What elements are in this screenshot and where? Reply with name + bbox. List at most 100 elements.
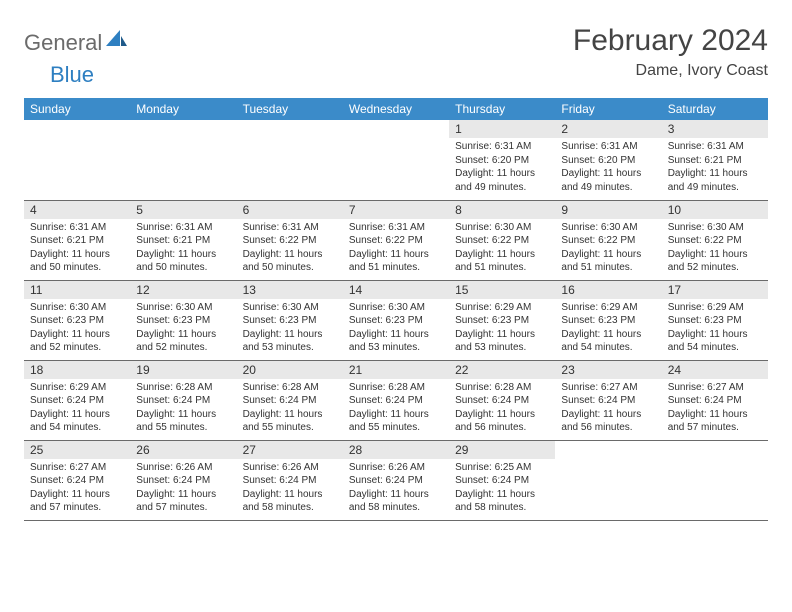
day-details: Sunrise: 6:30 AMSunset: 6:23 PMDaylight:…: [24, 299, 130, 359]
logo-text-blue: Blue: [50, 62, 94, 88]
calendar-day-cell: 29Sunrise: 6:25 AMSunset: 6:24 PMDayligh…: [449, 440, 555, 520]
day-number: 16: [555, 281, 661, 299]
calendar-day-cell: 8Sunrise: 6:30 AMSunset: 6:22 PMDaylight…: [449, 200, 555, 280]
calendar-week-row: 1Sunrise: 6:31 AMSunset: 6:20 PMDaylight…: [24, 120, 768, 200]
day-header-row: Sunday Monday Tuesday Wednesday Thursday…: [24, 98, 768, 120]
day-details: Sunrise: 6:31 AMSunset: 6:21 PMDaylight:…: [662, 138, 768, 198]
day-details: Sunrise: 6:30 AMSunset: 6:23 PMDaylight:…: [130, 299, 236, 359]
calendar-day-cell: 25Sunrise: 6:27 AMSunset: 6:24 PMDayligh…: [24, 440, 130, 520]
calendar-day-cell: 21Sunrise: 6:28 AMSunset: 6:24 PMDayligh…: [343, 360, 449, 440]
day-number: 18: [24, 361, 130, 379]
calendar-table: Sunday Monday Tuesday Wednesday Thursday…: [24, 98, 768, 521]
calendar-day-cell: 10Sunrise: 6:30 AMSunset: 6:22 PMDayligh…: [662, 200, 768, 280]
day-number: 9: [555, 201, 661, 219]
calendar-day-cell: 4Sunrise: 6:31 AMSunset: 6:21 PMDaylight…: [24, 200, 130, 280]
calendar-day-cell: [237, 120, 343, 200]
day-details: Sunrise: 6:27 AMSunset: 6:24 PMDaylight:…: [662, 379, 768, 439]
day-number: 13: [237, 281, 343, 299]
calendar-day-cell: 5Sunrise: 6:31 AMSunset: 6:21 PMDaylight…: [130, 200, 236, 280]
day-header: Saturday: [662, 98, 768, 120]
day-details: Sunrise: 6:28 AMSunset: 6:24 PMDaylight:…: [449, 379, 555, 439]
calendar-day-cell: 23Sunrise: 6:27 AMSunset: 6:24 PMDayligh…: [555, 360, 661, 440]
calendar-week-row: 11Sunrise: 6:30 AMSunset: 6:23 PMDayligh…: [24, 280, 768, 360]
calendar-day-cell: 15Sunrise: 6:29 AMSunset: 6:23 PMDayligh…: [449, 280, 555, 360]
day-number: 27: [237, 441, 343, 459]
calendar-day-cell: 2Sunrise: 6:31 AMSunset: 6:20 PMDaylight…: [555, 120, 661, 200]
day-number: 24: [662, 361, 768, 379]
calendar-day-cell: [662, 440, 768, 520]
day-number: 8: [449, 201, 555, 219]
calendar-day-cell: 17Sunrise: 6:29 AMSunset: 6:23 PMDayligh…: [662, 280, 768, 360]
calendar-day-cell: 24Sunrise: 6:27 AMSunset: 6:24 PMDayligh…: [662, 360, 768, 440]
day-details: Sunrise: 6:27 AMSunset: 6:24 PMDaylight:…: [24, 459, 130, 519]
day-details: Sunrise: 6:31 AMSunset: 6:21 PMDaylight:…: [24, 219, 130, 279]
day-details: Sunrise: 6:28 AMSunset: 6:24 PMDaylight:…: [130, 379, 236, 439]
calendar-day-cell: 6Sunrise: 6:31 AMSunset: 6:22 PMDaylight…: [237, 200, 343, 280]
calendar-day-cell: [24, 120, 130, 200]
day-number: 15: [449, 281, 555, 299]
day-details: Sunrise: 6:26 AMSunset: 6:24 PMDaylight:…: [343, 459, 449, 519]
calendar-day-cell: 27Sunrise: 6:26 AMSunset: 6:24 PMDayligh…: [237, 440, 343, 520]
title-block: February 2024 Dame, Ivory Coast: [573, 24, 768, 80]
day-number: 28: [343, 441, 449, 459]
day-details: Sunrise: 6:29 AMSunset: 6:24 PMDaylight:…: [24, 379, 130, 439]
day-details: Sunrise: 6:27 AMSunset: 6:24 PMDaylight:…: [555, 379, 661, 439]
location: Dame, Ivory Coast: [573, 62, 768, 80]
logo-text-general: General: [24, 30, 102, 56]
calendar-day-cell: 7Sunrise: 6:31 AMSunset: 6:22 PMDaylight…: [343, 200, 449, 280]
day-header: Wednesday: [343, 98, 449, 120]
month-title: February 2024: [573, 24, 768, 58]
day-details: Sunrise: 6:26 AMSunset: 6:24 PMDaylight:…: [130, 459, 236, 519]
day-number: 11: [24, 281, 130, 299]
day-number: 5: [130, 201, 236, 219]
day-number: 3: [662, 120, 768, 138]
day-details: Sunrise: 6:30 AMSunset: 6:22 PMDaylight:…: [555, 219, 661, 279]
calendar-day-cell: 14Sunrise: 6:30 AMSunset: 6:23 PMDayligh…: [343, 280, 449, 360]
calendar-week-row: 4Sunrise: 6:31 AMSunset: 6:21 PMDaylight…: [24, 200, 768, 280]
day-number: 14: [343, 281, 449, 299]
day-number: 12: [130, 281, 236, 299]
day-header: Sunday: [24, 98, 130, 120]
calendar-day-cell: 28Sunrise: 6:26 AMSunset: 6:24 PMDayligh…: [343, 440, 449, 520]
day-number: 10: [662, 201, 768, 219]
day-number: 2: [555, 120, 661, 138]
calendar-day-cell: 26Sunrise: 6:26 AMSunset: 6:24 PMDayligh…: [130, 440, 236, 520]
day-number: 29: [449, 441, 555, 459]
day-details: Sunrise: 6:30 AMSunset: 6:23 PMDaylight:…: [237, 299, 343, 359]
day-number: 19: [130, 361, 236, 379]
day-header: Monday: [130, 98, 236, 120]
calendar-day-cell: [130, 120, 236, 200]
day-details: Sunrise: 6:28 AMSunset: 6:24 PMDaylight:…: [237, 379, 343, 439]
calendar-day-cell: 1Sunrise: 6:31 AMSunset: 6:20 PMDaylight…: [449, 120, 555, 200]
day-details: Sunrise: 6:31 AMSunset: 6:20 PMDaylight:…: [555, 138, 661, 198]
calendar-day-cell: 9Sunrise: 6:30 AMSunset: 6:22 PMDaylight…: [555, 200, 661, 280]
calendar-week-row: 18Sunrise: 6:29 AMSunset: 6:24 PMDayligh…: [24, 360, 768, 440]
calendar-day-cell: 19Sunrise: 6:28 AMSunset: 6:24 PMDayligh…: [130, 360, 236, 440]
logo: General: [24, 30, 130, 56]
calendar-day-cell: 22Sunrise: 6:28 AMSunset: 6:24 PMDayligh…: [449, 360, 555, 440]
day-details: Sunrise: 6:29 AMSunset: 6:23 PMDaylight:…: [662, 299, 768, 359]
day-details: Sunrise: 6:29 AMSunset: 6:23 PMDaylight:…: [449, 299, 555, 359]
day-number: 7: [343, 201, 449, 219]
calendar-day-cell: 12Sunrise: 6:30 AMSunset: 6:23 PMDayligh…: [130, 280, 236, 360]
day-details: Sunrise: 6:31 AMSunset: 6:21 PMDaylight:…: [130, 219, 236, 279]
day-number: 1: [449, 120, 555, 138]
day-details: Sunrise: 6:26 AMSunset: 6:24 PMDaylight:…: [237, 459, 343, 519]
day-details: Sunrise: 6:28 AMSunset: 6:24 PMDaylight:…: [343, 379, 449, 439]
calendar-day-cell: 3Sunrise: 6:31 AMSunset: 6:21 PMDaylight…: [662, 120, 768, 200]
calendar-day-cell: [343, 120, 449, 200]
day-details: Sunrise: 6:29 AMSunset: 6:23 PMDaylight:…: [555, 299, 661, 359]
day-number: 23: [555, 361, 661, 379]
day-number: 25: [24, 441, 130, 459]
calendar-week-row: 25Sunrise: 6:27 AMSunset: 6:24 PMDayligh…: [24, 440, 768, 520]
day-header: Tuesday: [237, 98, 343, 120]
day-details: Sunrise: 6:25 AMSunset: 6:24 PMDaylight:…: [449, 459, 555, 519]
day-header: Thursday: [449, 98, 555, 120]
day-details: Sunrise: 6:30 AMSunset: 6:23 PMDaylight:…: [343, 299, 449, 359]
day-number: 26: [130, 441, 236, 459]
day-number: 17: [662, 281, 768, 299]
day-header: Friday: [555, 98, 661, 120]
day-details: Sunrise: 6:31 AMSunset: 6:20 PMDaylight:…: [449, 138, 555, 198]
calendar-day-cell: [555, 440, 661, 520]
calendar-day-cell: 11Sunrise: 6:30 AMSunset: 6:23 PMDayligh…: [24, 280, 130, 360]
